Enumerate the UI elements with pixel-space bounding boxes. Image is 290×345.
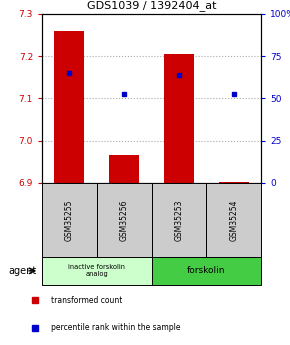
Bar	[164, 54, 194, 183]
Bar	[219, 182, 249, 183]
Text: GSM35255: GSM35255	[65, 199, 74, 241]
Text: GSM35256: GSM35256	[120, 199, 129, 241]
Text: forskolin: forskolin	[187, 266, 226, 275]
Text: percentile rank within the sample: percentile rank within the sample	[51, 323, 180, 332]
Bar	[42, 183, 97, 257]
Bar	[54, 31, 84, 183]
Bar	[151, 257, 261, 285]
Text: GSM35254: GSM35254	[229, 199, 238, 241]
Text: transformed count: transformed count	[51, 296, 122, 305]
Bar	[97, 183, 151, 257]
Bar	[42, 257, 151, 285]
Bar	[151, 183, 206, 257]
Title: GDS1039 / 1392404_at: GDS1039 / 1392404_at	[87, 0, 216, 11]
Bar	[109, 155, 139, 183]
Text: inactive forskolin
analog: inactive forskolin analog	[68, 264, 125, 277]
Bar	[206, 183, 261, 257]
Text: GSM35253: GSM35253	[174, 199, 183, 241]
Text: agent: agent	[9, 266, 37, 276]
